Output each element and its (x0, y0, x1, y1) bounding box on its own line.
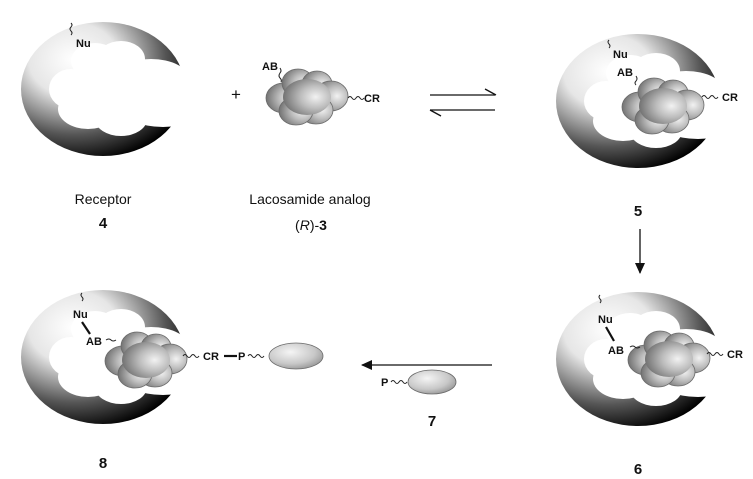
reporter-linker (347, 96, 365, 100)
affinity-bait-linker (278, 67, 282, 83)
left-arrow-head (361, 360, 372, 370)
covalent-bond-8 (81, 321, 91, 335)
probe-7: P (381, 369, 457, 395)
stereo-close-paren: )- (310, 217, 320, 233)
reporter-linker-6 (706, 352, 724, 356)
nucleophile-linker-5 (607, 39, 611, 49)
probe-tag-8 (268, 342, 324, 370)
affinity-bait-label-3: AB (262, 61, 278, 73)
compound-number-7: 7 (428, 413, 436, 430)
probe-linker-8 (247, 354, 265, 358)
compound-number-4: 4 (99, 215, 108, 232)
nucleophile-linker-6 (598, 294, 602, 304)
affinity-bait-label-8: AB (86, 336, 102, 348)
affinity-bait-linker-8 (105, 338, 117, 342)
reverse-arrow-head (429, 109, 442, 117)
probe-linker-7 (390, 380, 408, 384)
compound-number-3: 3 (319, 217, 327, 233)
chemical-reporter-label-8: CR (203, 351, 219, 363)
forward-arrow-head (484, 88, 497, 96)
plus-sign: + (231, 85, 241, 104)
ligand-name-label: Lacosamide analog (249, 191, 370, 207)
compound-number-8: 8 (99, 455, 107, 472)
down-arrow-head (635, 263, 645, 274)
probe-tag-7 (407, 369, 457, 395)
compound-number-5: 5 (634, 203, 642, 220)
probe-label-7: P (381, 377, 388, 389)
reporter-linker-5 (701, 95, 719, 99)
covalent-bond-6 (605, 326, 615, 342)
left-arrow (361, 360, 492, 370)
nucleophile-linker (69, 22, 73, 36)
conjugate-8: Nu AB CR P (21, 290, 324, 424)
receptor-4: Nu (21, 22, 203, 156)
affinity-bait-label-6: AB (608, 345, 624, 357)
nucleophile-label-8: Nu (73, 309, 88, 321)
down-arrow (635, 229, 645, 274)
affinity-bait-linker-5 (634, 75, 638, 86)
lacosamide-analog-3: AB CR (262, 61, 380, 126)
equilibrium-arrows (429, 88, 497, 117)
probe-label-8: P (238, 351, 245, 363)
ligand-stereo-label: (R)-3 (295, 217, 327, 233)
covalent-adduct-6: Nu AB CR (556, 292, 743, 426)
receptor-name-label: Receptor (75, 191, 132, 207)
chemical-reporter-label-5: CR (722, 92, 738, 104)
affinity-bait-label-5: AB (617, 67, 633, 79)
chemical-reporter-label-6: CR (727, 349, 743, 361)
nucleophile-linker-8 (80, 292, 84, 302)
reporter-linker-8 (182, 354, 200, 358)
nucleophile-label-6: Nu (598, 314, 613, 326)
stereo-open-paren: ( (295, 217, 300, 233)
complex-5: Nu AB CR (556, 34, 738, 168)
chemical-reporter-label-3: CR (364, 93, 380, 105)
nucleophile-label-5: Nu (613, 49, 628, 61)
nucleophile-label-4: Nu (76, 38, 91, 50)
affinity-bait-linker-6 (629, 345, 641, 349)
stereo-descriptor: R (300, 217, 310, 233)
compound-number-6: 6 (634, 461, 642, 478)
